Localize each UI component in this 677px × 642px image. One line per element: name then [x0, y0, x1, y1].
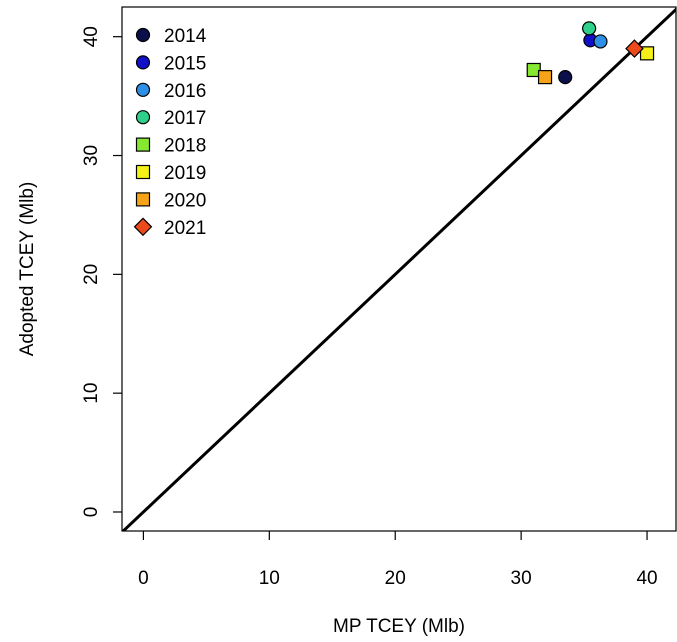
legend-marker-2021: [133, 217, 153, 237]
x-tick-label: 20: [385, 568, 406, 589]
legend-label-2018: 2018: [164, 136, 206, 157]
point-2018: [526, 62, 541, 78]
y-tick-label: 20: [81, 264, 102, 285]
legend-marker-2019: [135, 164, 151, 180]
x-tick-label: 30: [511, 568, 532, 589]
x-tick-label: 0: [138, 568, 149, 589]
point-2020: [537, 70, 553, 85]
y-axis: 0 10 20 30 40: [81, 26, 122, 517]
legend-marker-2017: [135, 110, 151, 125]
legend-marker-2014: [135, 27, 151, 43]
legend-marker-2015: [135, 55, 151, 70]
point-2017: [582, 21, 597, 36]
reference-line-1to1: [122, 7, 676, 531]
x-tick-label: 10: [259, 568, 280, 589]
legend-label-2019: 2019: [164, 163, 206, 184]
point-2014: [558, 70, 573, 85]
legend-label-2021: 2021: [164, 218, 206, 239]
x-axis: 0 10 20 30 40: [138, 531, 658, 589]
legend-label-2014: 2014: [164, 26, 207, 47]
legend-marker-2020: [135, 192, 151, 207]
data-points: [526, 21, 655, 85]
point-2021: [625, 39, 644, 58]
y-tick-label: 30: [81, 145, 102, 166]
legend-label-2017: 2017: [164, 108, 206, 129]
legend-label-2016: 2016: [164, 81, 206, 102]
legend-marker-2016: [135, 82, 151, 97]
point-2019: [639, 46, 655, 61]
plot-frame: [121, 6, 677, 532]
y-tick-label: 40: [81, 26, 102, 47]
y-tick-label: 10: [81, 383, 102, 404]
y-axis-label: Adopted TCEY (Mlb): [17, 182, 38, 357]
x-axis-label: MP TCEY (Mlb): [333, 616, 465, 637]
legend-label-2020: 2020: [164, 190, 206, 211]
legend-label-2015: 2015: [164, 53, 206, 74]
x-tick-label: 40: [636, 568, 657, 589]
legend-marker-2018: [135, 137, 151, 152]
y-tick-label: 0: [81, 507, 102, 518]
point-2016: [593, 34, 608, 49]
legend: 2014 2015 2016 2017 2018 2019 2020 2021: [133, 26, 207, 239]
